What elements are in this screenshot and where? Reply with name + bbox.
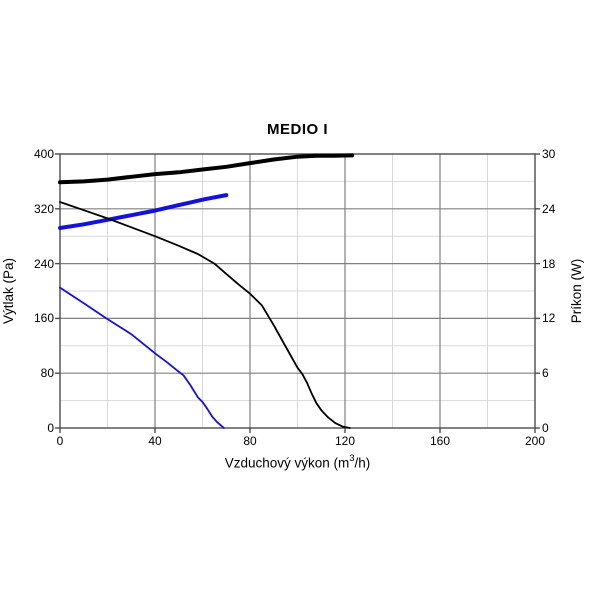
y-right-tick-label: 18 bbox=[542, 256, 556, 271]
x-tick-label: 40 bbox=[148, 434, 162, 448]
chart-title: MEDIO I bbox=[266, 121, 328, 138]
series-curve-pressure-high-speed bbox=[59, 201, 351, 429]
series-curve-power-low-speed bbox=[58, 193, 229, 230]
y-right-tick-label: 6 bbox=[542, 366, 549, 381]
x-tick-label: 120 bbox=[334, 434, 356, 448]
y-right-tick-label: 30 bbox=[542, 147, 556, 161]
x-tick-label: 0 bbox=[56, 434, 64, 448]
x-axis-title-suffix: /h) bbox=[354, 455, 371, 471]
series-curve-pressure-low-speed bbox=[59, 286, 225, 429]
y-left-tick-label: 240 bbox=[33, 256, 54, 271]
x-axis-title-prefix: Vzduchový výkon (m bbox=[224, 455, 350, 471]
x-tick-label: 200 bbox=[524, 434, 546, 448]
x-tick-label: 80 bbox=[243, 434, 257, 448]
y-left-tick-label: 80 bbox=[40, 366, 54, 381]
y-right-tick-label: 0 bbox=[542, 421, 549, 435]
y-left-tick-label: 0 bbox=[47, 421, 54, 435]
y-left-tick-label: 160 bbox=[33, 311, 54, 326]
x-axis-title-superscript: 3 bbox=[349, 453, 355, 464]
y-left-tick-label: 320 bbox=[33, 201, 54, 216]
series-curve-power-high-speed bbox=[58, 153, 355, 185]
x-tick-label: 160 bbox=[429, 434, 451, 448]
y-axis-left-title: Výtlak (Pa) bbox=[1, 257, 16, 325]
y-left-tick-label: 400 bbox=[33, 147, 54, 161]
y-axis-right-title: Príkon (W) bbox=[569, 258, 584, 324]
x-axis-title: Vzduchový výkon (m3/h) bbox=[60, 452, 535, 471]
y-right-tick-label: 24 bbox=[542, 201, 556, 216]
plot-frame bbox=[59, 153, 536, 429]
y-right-tick-label: 12 bbox=[542, 311, 556, 326]
